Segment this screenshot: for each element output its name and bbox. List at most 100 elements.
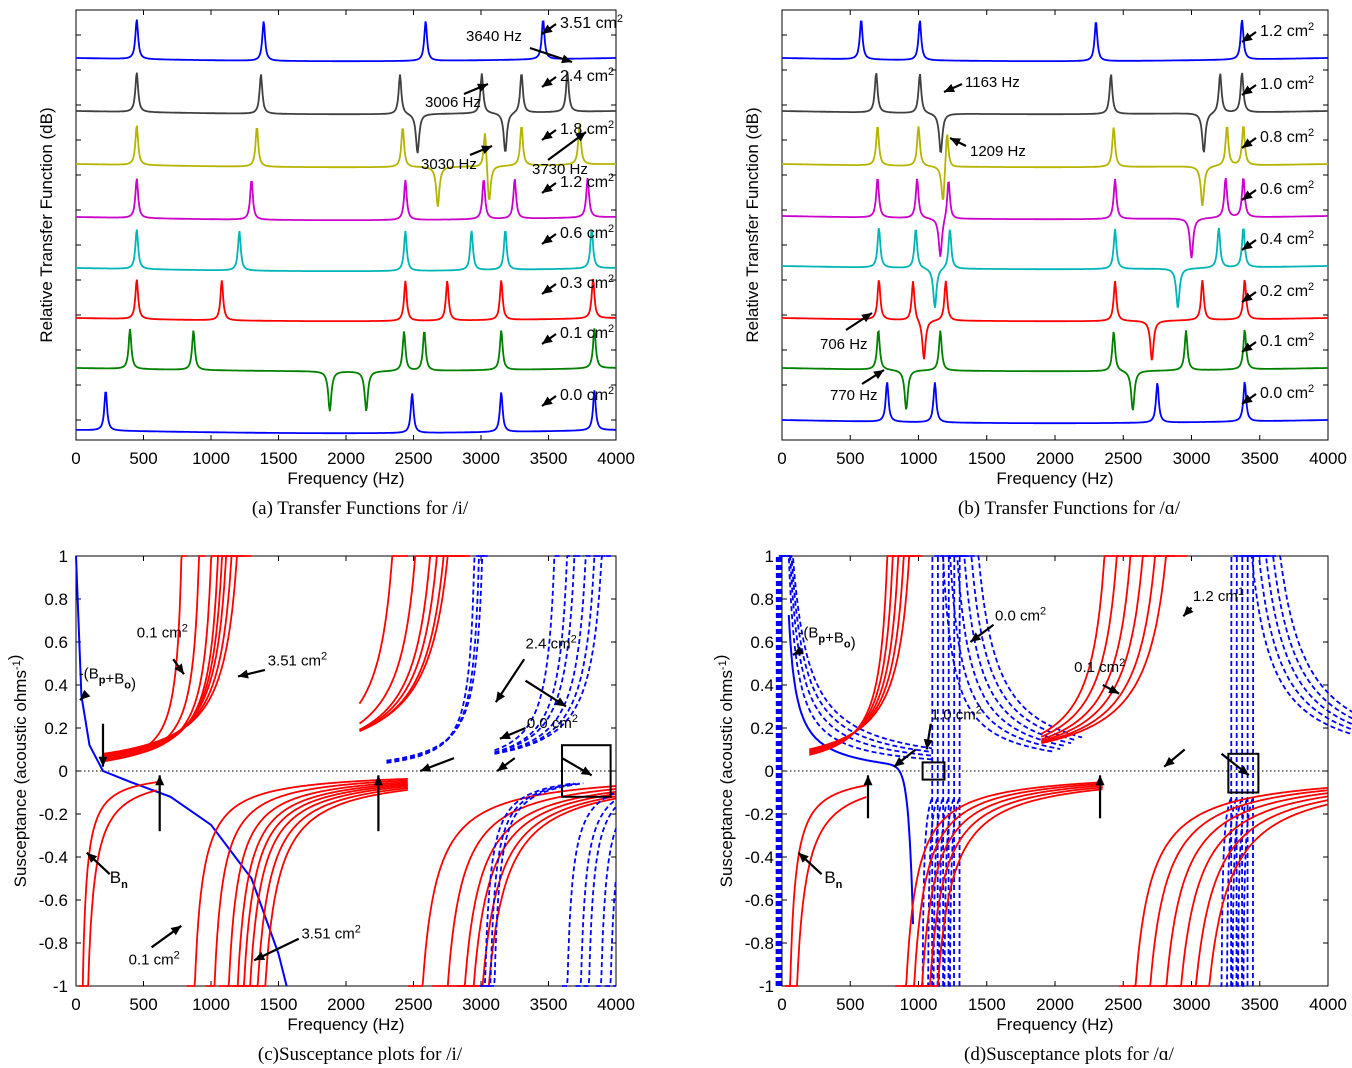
y-tick-label: 0 bbox=[59, 762, 68, 781]
series-label-arrow-head bbox=[542, 24, 553, 34]
series-label-arrow-head bbox=[1242, 394, 1253, 404]
series-line bbox=[778, 555, 932, 987]
series-line bbox=[1041, 555, 1133, 738]
panel-caption: (a) Transfer Functions for /i/ bbox=[252, 498, 469, 519]
series-line bbox=[78, 781, 157, 987]
series-line bbox=[1175, 799, 1328, 987]
series-label-arrow-head bbox=[1242, 138, 1253, 148]
zero-crossing-arrow-head bbox=[893, 756, 905, 767]
series-line bbox=[605, 881, 617, 987]
arrow-bp-bo bbox=[792, 646, 804, 656]
zero-crossing-arrow bbox=[419, 757, 455, 773]
series-line bbox=[479, 782, 575, 987]
x-tick-label: 0 bbox=[777, 449, 786, 468]
zero-crossing-arrow bbox=[155, 775, 165, 832]
arrow-0-1-head bbox=[174, 663, 184, 675]
panel-d: 0 500 1000 1500 2000 2500 3000 3500 4000 Frequenc… bbox=[711, 547, 1352, 1065]
x-tick-label: 500 bbox=[836, 995, 864, 1014]
series-line bbox=[205, 779, 408, 987]
series-line bbox=[464, 795, 616, 987]
arrow-3730hz-head bbox=[575, 132, 586, 142]
zero-crossing-arrow-head bbox=[420, 763, 432, 772]
x-tick-label: 2500 bbox=[1104, 995, 1142, 1014]
series-label-arrow-head bbox=[542, 334, 553, 344]
arrow-2-4b-head bbox=[555, 697, 567, 707]
x-tick-label: 2500 bbox=[395, 449, 433, 468]
x-axis-label: Frequency (Hz) bbox=[996, 1015, 1113, 1034]
zero-crossing-arrow bbox=[1163, 748, 1186, 768]
y-axis-label: Relative Transfer Function (dB) bbox=[743, 107, 762, 342]
series-line bbox=[489, 782, 584, 987]
series-line bbox=[386, 555, 490, 762]
series-label: 1.8 cm2 bbox=[560, 119, 614, 138]
zero-crossing-arrow-head bbox=[155, 775, 165, 786]
arrow-0-0 bbox=[499, 726, 526, 740]
y-tick-label: 0.2 bbox=[44, 719, 68, 738]
series-line bbox=[186, 778, 408, 987]
series-label-arrow bbox=[1241, 137, 1257, 149]
series-line bbox=[947, 555, 1072, 987]
series-line bbox=[1132, 789, 1329, 987]
panel-b: 0 500 1000 1500 2000 2500 3000 3500 4000 Frequenc… bbox=[743, 9, 1347, 519]
annotation-1163hz: 1163 Hz bbox=[965, 74, 1020, 91]
annotation-1209hz: 1209 Hz bbox=[970, 143, 1026, 160]
series-line bbox=[76, 19, 616, 63]
series-label: 1.2 cm2 bbox=[560, 172, 614, 191]
series-label-arrow bbox=[541, 333, 557, 345]
series-label: 0.8 cm2 bbox=[1260, 127, 1314, 146]
x-tick-label: 3500 bbox=[530, 449, 568, 468]
arrow-770hz bbox=[861, 369, 885, 385]
arrow-3030hz bbox=[469, 144, 493, 157]
arrow-2-4b bbox=[524, 679, 567, 708]
arrow-bp-bo bbox=[79, 689, 91, 701]
series-label-arrow-head bbox=[542, 284, 553, 294]
label-area-0-0: 0.0 cm2 bbox=[527, 713, 578, 732]
x-tick-label: 0 bbox=[71, 995, 80, 1014]
series-label: 0.0 cm2 bbox=[560, 385, 614, 404]
x-tick-label: 2000 bbox=[1036, 449, 1074, 468]
series-line bbox=[103, 555, 228, 760]
arrow-bn bbox=[797, 851, 823, 876]
series-line bbox=[931, 555, 1055, 987]
label-area-2-4: 2.4 cm2 bbox=[526, 633, 577, 652]
y-tick-label: 0.8 bbox=[44, 590, 68, 609]
series-line bbox=[359, 555, 457, 732]
series-label-arrow bbox=[541, 129, 557, 141]
label-area-3-51-low: 3.51 cm2 bbox=[301, 924, 360, 943]
y-tick-label: -1 bbox=[759, 977, 774, 996]
series-line bbox=[359, 555, 471, 732]
zero-crossing-arrow-head bbox=[1095, 775, 1105, 786]
series-label-arrow bbox=[541, 23, 557, 35]
arrow-770hz-head bbox=[873, 370, 884, 380]
arrow-3-51 bbox=[237, 668, 266, 679]
x-tick-label: 2000 bbox=[327, 449, 365, 468]
zero-crossing-arrow bbox=[561, 757, 593, 777]
x-tick-label: 3000 bbox=[1173, 449, 1211, 468]
series-label-arrow bbox=[1241, 291, 1257, 303]
series-line bbox=[1041, 555, 1162, 742]
label-bp-bo: -(Bp+Bo) bbox=[79, 666, 136, 693]
y-tick-label: 0.4 bbox=[750, 676, 774, 695]
series-line bbox=[782, 177, 1328, 259]
x-axis-label: Frequency (Hz) bbox=[996, 469, 1113, 488]
series-line bbox=[102, 555, 206, 763]
series-line bbox=[359, 555, 433, 725]
x-tick-label: 4000 bbox=[1309, 995, 1347, 1014]
series-label-arrow-head bbox=[542, 130, 553, 140]
label-area-1-2: 1.2 cm1 bbox=[1193, 586, 1244, 605]
series-line bbox=[494, 555, 584, 754]
series-line bbox=[782, 227, 1328, 308]
arrow-0-1-low bbox=[150, 924, 182, 949]
series-label-arrow bbox=[1241, 31, 1257, 43]
arrow-3640hz bbox=[529, 46, 573, 64]
series-label: 0.0 cm2 bbox=[1260, 383, 1314, 402]
series-line bbox=[936, 555, 1061, 987]
series-line bbox=[76, 278, 616, 322]
series-label-arrow-head bbox=[542, 183, 553, 193]
series-line bbox=[1161, 795, 1328, 987]
series-line bbox=[782, 19, 1328, 62]
y-tick-label: -0.4 bbox=[39, 848, 68, 867]
y-axis-label: Relative Transfer Function (dB) bbox=[37, 107, 56, 342]
x-tick-label: 3000 bbox=[462, 449, 500, 468]
series-line bbox=[76, 177, 617, 221]
